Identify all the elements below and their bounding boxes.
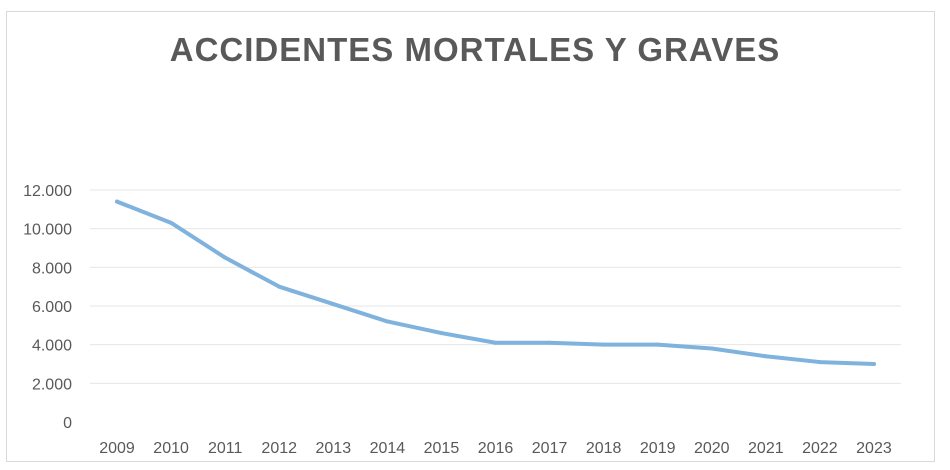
data-point bbox=[655, 342, 660, 347]
series-layer bbox=[115, 199, 876, 366]
data-point bbox=[277, 284, 282, 289]
x-tick-label: 2017 bbox=[532, 440, 568, 457]
y-tick-label: 6.000 bbox=[32, 299, 72, 316]
data-point bbox=[169, 220, 174, 225]
data-point bbox=[439, 331, 444, 336]
data-point bbox=[493, 340, 498, 345]
y-tick-label: 12.000 bbox=[23, 183, 72, 200]
data-point bbox=[385, 319, 390, 324]
data-point bbox=[331, 302, 336, 307]
x-tick-label: 2010 bbox=[153, 440, 189, 457]
x-tick-label: 2021 bbox=[748, 440, 784, 457]
x-tick-label: 2014 bbox=[370, 440, 406, 457]
x-tick-label: 2016 bbox=[478, 440, 514, 457]
data-point bbox=[709, 346, 714, 351]
y-axis-tick-labels: 0 2.000 4.000 6.000 8.000 10.000 12.000 bbox=[23, 183, 72, 432]
data-point bbox=[223, 255, 228, 260]
x-tick-label: 2011 bbox=[208, 440, 243, 457]
x-tick-label: 2020 bbox=[694, 440, 730, 457]
x-tick-label: 2022 bbox=[802, 440, 838, 457]
data-point bbox=[817, 360, 822, 365]
chart-frame bbox=[6, 11, 935, 462]
data-point bbox=[763, 354, 768, 359]
x-tick-label: 2012 bbox=[261, 440, 297, 457]
x-tick-label: 2013 bbox=[316, 440, 352, 457]
chart-title: ACCIDENTES MORTALES Y GRAVES bbox=[169, 31, 781, 68]
data-point bbox=[547, 340, 552, 345]
data-point bbox=[601, 342, 606, 347]
grid-lines bbox=[90, 189, 901, 384]
x-tick-label: 2015 bbox=[424, 440, 460, 457]
data-point bbox=[115, 199, 120, 204]
y-tick-label: 2.000 bbox=[32, 376, 72, 393]
data-point bbox=[871, 362, 876, 366]
x-axis-tick-labels: 2009 2010 2011 2012 2013 2014 2015 2016 2017 2018… bbox=[99, 440, 892, 457]
x-tick-label: 2009 bbox=[99, 440, 135, 457]
series-line bbox=[115, 199, 876, 366]
y-tick-label: 8.000 bbox=[32, 260, 72, 277]
y-tick-label: 4.000 bbox=[32, 338, 72, 355]
y-tick-label: 10.000 bbox=[23, 222, 72, 239]
y-tick-label: 0 bbox=[63, 415, 72, 432]
x-tick-label: 2023 bbox=[856, 440, 892, 457]
x-tick-label: 2018 bbox=[586, 440, 622, 457]
x-tick-label: 2019 bbox=[640, 440, 676, 457]
